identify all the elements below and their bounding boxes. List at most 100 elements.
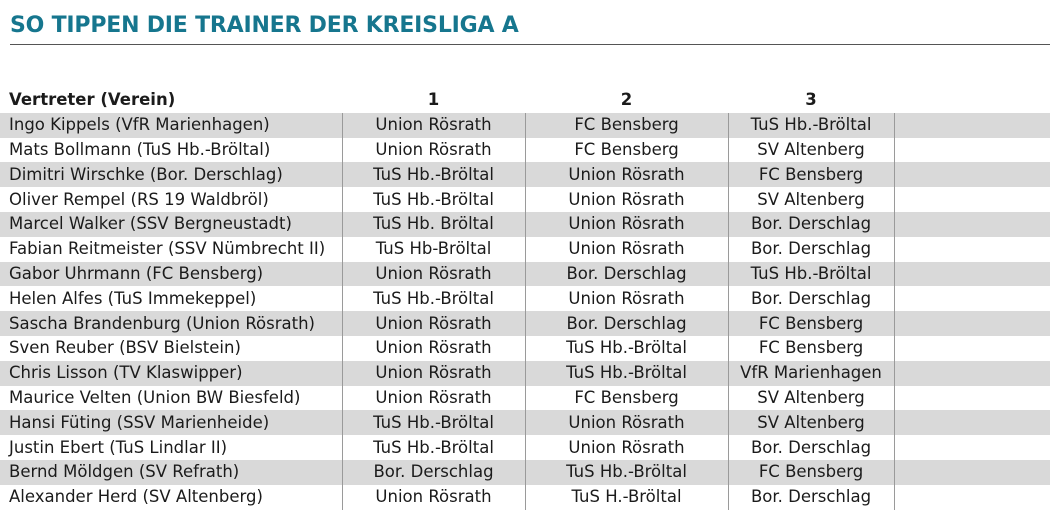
- cell-tip-2: TuS Hb.-Bröltal: [525, 459, 729, 485]
- cell-filler: [894, 162, 1050, 188]
- column-filler: [894, 88, 1050, 113]
- table-row: Ingo Kippels (VfR Marienhagen) Union Rösr…: [0, 112, 1050, 138]
- page-title: SO TIPPEN DIE TRAINER DER KREISLIGA A: [10, 13, 519, 38]
- table-row: Marcel Walker (SSV Bergneustadt) TuS Hb. …: [0, 211, 1050, 237]
- cell-filler: [894, 484, 1050, 510]
- table-row: Helen Alfes (TuS Immekeppel) TuS Hb.-Bröl…: [0, 286, 1050, 312]
- cell-tip-1: Union Rösrath: [342, 137, 526, 163]
- cell-tip-1: Bor. Derschlag: [342, 459, 526, 485]
- column-header-vertreter: Vertreter (Verein): [9, 90, 176, 110]
- cell-tip-3: Bor. Derschlag: [728, 286, 895, 312]
- cell-tip-2: Bor. Derschlag: [525, 311, 729, 336]
- cell-tip-3: Bor. Derschlag: [728, 211, 895, 237]
- cell-filler: [894, 335, 1050, 361]
- cell-tip-1: TuS Hb. Bröltal: [342, 211, 526, 237]
- cell-vertreter: Chris Lisson (TV Klaswipper): [0, 360, 343, 386]
- table-row: Oliver Rempel (RS 19 Waldbröl) TuS Hb.-Br…: [0, 187, 1050, 212]
- cell-vertreter: Hansi Füting (SSV Marienheide): [0, 410, 343, 436]
- cell-tip-2: Union Rösrath: [525, 410, 729, 436]
- cell-filler: [894, 410, 1050, 436]
- column-header-rank-2: 2: [620, 90, 633, 110]
- cell-filler: [894, 360, 1050, 386]
- cell-vertreter: Alexander Herd (SV Altenberg): [0, 484, 343, 510]
- cell-tip-1: TuS Hb.-Bröltal: [342, 435, 526, 460]
- cell-vertreter: Sven Reuber (BSV Bielstein): [0, 335, 343, 361]
- cell-tip-3: FC Bensberg: [728, 311, 895, 336]
- cell-vertreter: Sascha Brandenburg (Union Rösrath): [0, 311, 343, 336]
- cell-vertreter: Ingo Kippels (VfR Marienhagen): [0, 112, 343, 138]
- title-divider: [10, 44, 1050, 45]
- cell-vertreter: Mats Bollmann (TuS Hb.-Bröltal): [0, 137, 343, 163]
- cell-vertreter: Maurice Velten (Union BW Biesfeld): [0, 385, 343, 411]
- cell-tip-2: FC Bensberg: [525, 137, 729, 163]
- table-row: Dimitri Wirschke (Bor. Derschlag) TuS Hb.…: [0, 162, 1050, 188]
- table-row: Mats Bollmann (TuS Hb.-Bröltal) Union Rös…: [0, 137, 1050, 163]
- cell-tip-3: TuS Hb.-Bröltal: [728, 112, 895, 138]
- cell-tip-1: Union Rösrath: [342, 261, 526, 287]
- column-header-rank-1: 1: [427, 90, 440, 110]
- cell-tip-1: Union Rösrath: [342, 112, 526, 138]
- table-body: Ingo Kippels (VfR Marienhagen) Union Rösr…: [0, 112, 1050, 510]
- cell-filler: [894, 459, 1050, 485]
- cell-filler: [894, 435, 1050, 460]
- cell-vertreter: Justin Ebert (TuS Lindlar II): [0, 435, 343, 460]
- cell-tip-1: TuS Hb-Bröltal: [342, 236, 526, 262]
- table-row: Sascha Brandenburg (Union Rösrath) Union …: [0, 311, 1050, 336]
- table-row: Hansi Füting (SSV Marienheide) TuS Hb.-Br…: [0, 410, 1050, 436]
- cell-tip-2: TuS H.-Bröltal: [525, 484, 729, 510]
- cell-tip-2: Union Rösrath: [525, 211, 729, 237]
- cell-tip-2: TuS Hb.-Bröltal: [525, 335, 729, 361]
- cell-vertreter: Gabor Uhrmann (FC Bensberg): [0, 261, 343, 287]
- cell-vertreter: Fabian Reitmeister (SSV Nümbrecht II): [0, 236, 343, 262]
- column-header-rank-3: 3: [805, 90, 817, 110]
- cell-tip-3: SV Altenberg: [728, 385, 895, 411]
- cell-vertreter: Bernd Möldgen (SV Refrath): [0, 459, 343, 485]
- cell-tip-1: Union Rösrath: [342, 335, 526, 361]
- cell-filler: [894, 236, 1050, 262]
- cell-tip-1: Union Rösrath: [342, 360, 526, 386]
- cell-tip-1: Union Rösrath: [342, 385, 526, 411]
- cell-filler: [894, 187, 1050, 212]
- table-row: Bernd Möldgen (SV Refrath) Bor. Derschlag…: [0, 459, 1050, 485]
- cell-tip-3: FC Bensberg: [728, 459, 895, 485]
- cell-tip-3: TuS Hb.-Bröltal: [728, 261, 895, 287]
- cell-filler: [894, 112, 1050, 138]
- cell-filler: [894, 211, 1050, 237]
- cell-tip-3: FC Bensberg: [728, 162, 895, 188]
- cell-tip-1: Union Rösrath: [342, 484, 526, 510]
- cell-tip-2: Union Rösrath: [525, 162, 729, 188]
- cell-tip-2: Union Rösrath: [525, 435, 729, 460]
- table-row: Sven Reuber (BSV Bielstein) Union Rösrath…: [0, 335, 1050, 361]
- cell-filler: [894, 261, 1050, 287]
- cell-tip-3: Bor. Derschlag: [728, 236, 895, 262]
- table-row: Alexander Herd (SV Altenberg) Union Rösra…: [0, 484, 1050, 510]
- cell-filler: [894, 311, 1050, 336]
- cell-filler: [894, 385, 1050, 411]
- cell-tip-3: FC Bensberg: [728, 335, 895, 361]
- table-row: Maurice Velten (Union BW Biesfeld) Union …: [0, 385, 1050, 411]
- cell-tip-2: Bor. Derschlag: [525, 261, 729, 287]
- cell-tip-1: TuS Hb.-Bröltal: [342, 410, 526, 436]
- table-row: Gabor Uhrmann (FC Bensberg) Union Rösrath…: [0, 261, 1050, 287]
- cell-vertreter: Dimitri Wirschke (Bor. Derschlag): [0, 162, 343, 188]
- cell-filler: [894, 286, 1050, 312]
- cell-tip-3: SV Altenberg: [728, 137, 895, 163]
- table-row: Justin Ebert (TuS Lindlar II) TuS Hb.-Brö…: [0, 435, 1050, 460]
- cell-vertreter: Marcel Walker (SSV Bergneustadt): [0, 211, 343, 237]
- cell-tip-3: Bor. Derschlag: [728, 484, 895, 510]
- cell-tip-1: Union Rösrath: [342, 311, 526, 336]
- cell-tip-3: SV Altenberg: [728, 187, 895, 212]
- cell-tip-3: SV Altenberg: [728, 410, 895, 436]
- cell-vertreter: Helen Alfes (TuS Immekeppel): [0, 286, 343, 312]
- cell-tip-3: Bor. Derschlag: [728, 435, 895, 460]
- trainer-tips-table: Vertreter (Verein) 1 2 3 Ingo Kippels (V…: [0, 88, 1050, 510]
- cell-tip-2: FC Bensberg: [525, 385, 729, 411]
- table-header-row: Vertreter (Verein) 1 2 3: [0, 88, 1050, 113]
- cell-tip-3: VfR Marienhagen: [728, 360, 895, 386]
- cell-tip-1: TuS Hb.-Bröltal: [342, 162, 526, 188]
- cell-vertreter: Oliver Rempel (RS 19 Waldbröl): [0, 187, 343, 212]
- cell-tip-2: Union Rösrath: [525, 286, 729, 312]
- cell-tip-1: TuS Hb.-Bröltal: [342, 187, 526, 212]
- cell-tip-2: FC Bensberg: [525, 112, 729, 138]
- cell-tip-2: Union Rösrath: [525, 236, 729, 262]
